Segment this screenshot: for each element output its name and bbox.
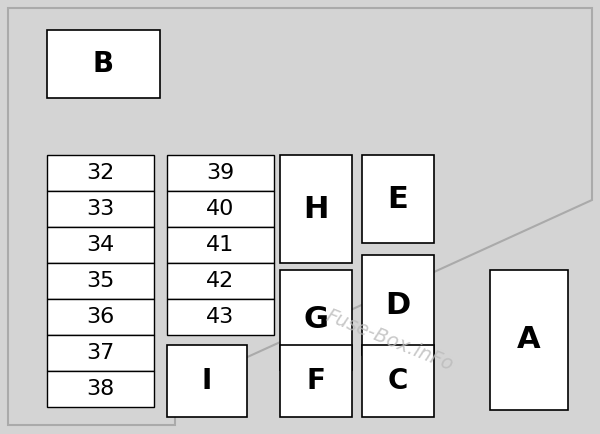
Text: 32: 32 (86, 163, 115, 183)
Bar (47, 371, 154, 407)
Text: B: B (93, 50, 114, 78)
Bar (167, 299, 274, 335)
Text: Fuse-Box.inFo: Fuse-Box.inFo (323, 306, 457, 374)
Bar (490, 270, 568, 410)
Text: 38: 38 (86, 379, 115, 399)
Bar (47, 299, 154, 335)
Bar (167, 263, 274, 299)
Text: E: E (388, 184, 409, 214)
Text: 35: 35 (86, 271, 115, 291)
Bar (280, 155, 352, 263)
Bar (167, 155, 274, 191)
Text: H: H (304, 194, 329, 224)
Bar (362, 155, 434, 243)
Bar (280, 270, 352, 370)
Text: 33: 33 (86, 199, 115, 219)
Text: 36: 36 (86, 307, 115, 327)
Bar (362, 345, 434, 417)
Text: 37: 37 (86, 343, 115, 363)
Text: A: A (517, 326, 541, 355)
Bar (47, 191, 154, 227)
Bar (167, 345, 247, 417)
Bar (167, 191, 274, 227)
Text: 40: 40 (206, 199, 235, 219)
Polygon shape (8, 8, 592, 425)
Text: D: D (385, 290, 410, 319)
Text: 34: 34 (86, 235, 115, 255)
Text: 39: 39 (206, 163, 235, 183)
Bar (47, 335, 154, 371)
Bar (167, 227, 274, 263)
Text: F: F (307, 367, 325, 395)
Bar (362, 255, 434, 355)
Bar (47, 263, 154, 299)
Bar (280, 345, 352, 417)
Bar (47, 227, 154, 263)
Text: I: I (202, 367, 212, 395)
Text: G: G (304, 306, 329, 335)
Bar (47, 155, 154, 191)
Bar (47, 30, 160, 98)
Text: 41: 41 (206, 235, 235, 255)
Text: 43: 43 (206, 307, 235, 327)
Text: C: C (388, 367, 408, 395)
Text: 42: 42 (206, 271, 235, 291)
